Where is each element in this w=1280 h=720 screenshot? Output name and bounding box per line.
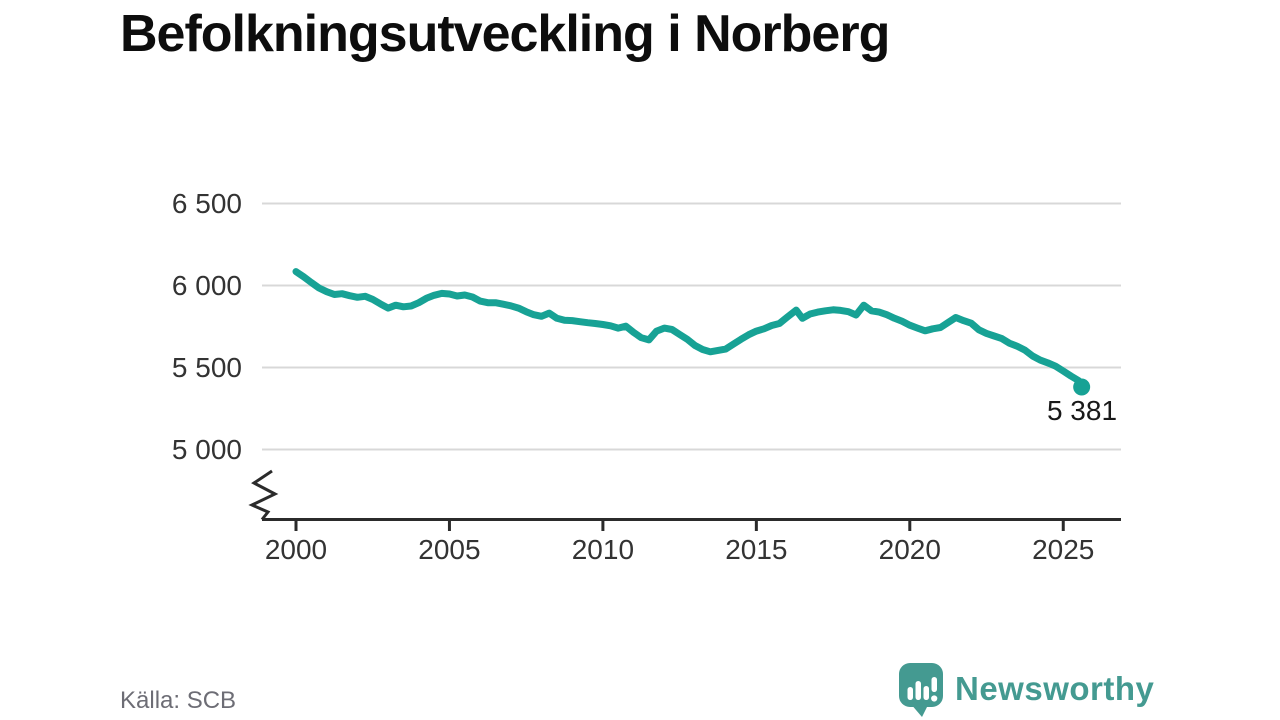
newsworthy-chart-bubble-icon (899, 663, 943, 717)
y-axis-tick-label: 5 000 (171, 433, 242, 465)
population-line (292, 268, 1086, 391)
newsworthy-wordmark: Newsworthy (955, 670, 1155, 707)
x-axis-tick-label: 2015 (725, 534, 788, 565)
x-axis-tick-label: 2005 (418, 534, 481, 565)
y-axis-tick-label: 6 000 (171, 269, 242, 301)
x-axis-tick-label: 2020 (878, 534, 941, 565)
source-note: Källa: SCB (120, 687, 237, 714)
last-point-marker (1073, 378, 1091, 396)
x-axis-tick-label: 2000 (264, 534, 328, 565)
x-axis-tick-label: 2025 (1032, 534, 1095, 565)
page-title: Befolkningsutveckling i Norberg (120, 5, 890, 63)
x-axis-tick-label: 2010 (571, 534, 635, 565)
newsworthy-logo: Newsworthy (898, 662, 1158, 720)
last-value-label: 5 381 (1046, 395, 1118, 426)
y-axis-tick-label: 6 500 (171, 187, 242, 219)
y-axis-break-icon (248, 469, 279, 521)
y-axis-tick-label: 5 500 (171, 351, 242, 383)
